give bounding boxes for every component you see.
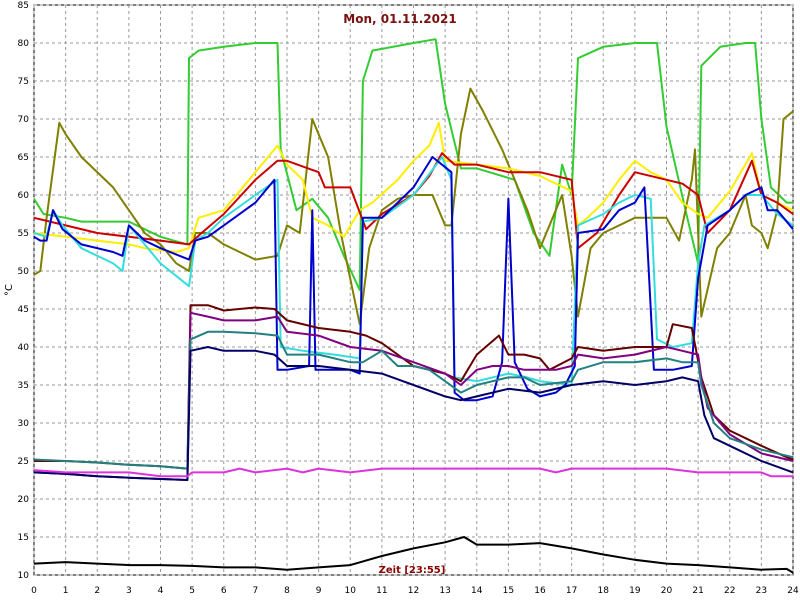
x-tick-label: 4 — [158, 586, 164, 596]
x-tick-label: 1 — [63, 586, 69, 596]
chart-title: Mon, 01.11.2021 — [343, 12, 456, 26]
x-tick-label: 10 — [345, 586, 357, 596]
x-tick-label: 2 — [94, 586, 100, 596]
y-tick-label: 85 — [18, 1, 29, 11]
y-axis-ticks: 10 15 20 25 30 35 40 45 50 55 60 65 70 75 80 85 — [18, 1, 30, 581]
x-tick-label: 23 — [756, 586, 767, 596]
x-tick-label: 0 — [31, 586, 37, 596]
series-line-11 — [33, 467, 793, 478]
series-line-9 — [33, 330, 794, 470]
series-line-8 — [33, 311, 794, 481]
grid-lines — [33, 4, 794, 576]
x-tick-label: 13 — [439, 586, 450, 596]
x-tick-label: 9 — [316, 586, 322, 596]
y-tick-label: 50 — [18, 267, 30, 277]
x-tick-label: 5 — [189, 586, 195, 596]
y-tick-label: 15 — [18, 533, 29, 543]
y-tick-label: 55 — [18, 229, 29, 239]
x-tick-label: 7 — [253, 586, 259, 596]
y-tick-label: 10 — [18, 571, 30, 581]
x-axis-ticks: 0 1 2 3 4 5 6 7 8 9 10 11 12 13 14 15 16 17 18 19 20 21 22 23 24 — [31, 586, 799, 596]
x-tick-label: 15 — [503, 586, 514, 596]
x-tick-label: 11 — [376, 586, 387, 596]
y-tick-label: 25 — [18, 457, 29, 467]
y-tick-label: 65 — [18, 153, 29, 163]
x-tick-label: 17 — [566, 586, 577, 596]
y-tick-label: 45 — [18, 305, 29, 315]
x-tick-label: 20 — [661, 586, 673, 596]
x-tick-label: 6 — [221, 586, 227, 596]
series-line-4 — [33, 152, 794, 250]
y-tick-label: 80 — [18, 39, 30, 49]
series-line-6 — [33, 156, 794, 402]
y-tick-label: 70 — [18, 115, 30, 125]
series-line-10 — [33, 346, 794, 481]
x-tick-label: 8 — [284, 586, 290, 596]
y-tick-label: 60 — [18, 191, 30, 201]
y-tick-label: 40 — [18, 343, 30, 353]
x-tick-label: 3 — [126, 586, 132, 596]
y-tick-label: 75 — [18, 77, 29, 87]
x-tick-label: 21 — [692, 586, 703, 596]
x-tick-label: 14 — [471, 586, 483, 596]
x-axis-label: Zeit [23:55] — [379, 565, 446, 576]
x-tick-label: 24 — [787, 586, 799, 596]
x-tick-label: 19 — [629, 586, 641, 596]
series-line-7 — [34, 304, 794, 470]
x-tick-label: 18 — [598, 586, 610, 596]
x-tick-label: 22 — [724, 586, 735, 596]
series-line-5 — [33, 156, 794, 386]
series-layer — [33, 38, 794, 574]
y-tick-label: 35 — [18, 381, 29, 391]
x-tick-label: 12 — [408, 586, 419, 596]
series-line-12 — [33, 536, 794, 574]
y-tick-label: 20 — [18, 495, 30, 505]
x-tick-label: 16 — [534, 586, 546, 596]
y-tick-label: 30 — [18, 419, 30, 429]
y-axis-label: °C — [4, 284, 15, 296]
series-line-1 — [33, 38, 793, 291]
series-line-3 — [33, 121, 794, 253]
